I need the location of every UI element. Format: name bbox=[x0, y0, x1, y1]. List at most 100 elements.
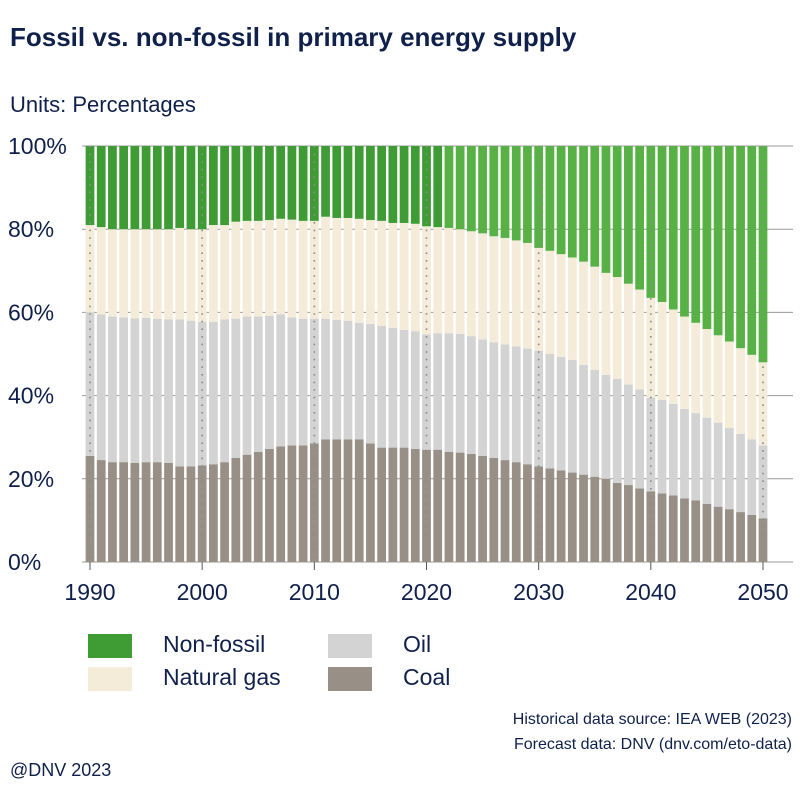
bar-segment-non-fossil-2001 bbox=[209, 146, 218, 226]
bar-segment-coal-1990 bbox=[85, 455, 95, 562]
bar-segment-natural-gas-2044 bbox=[691, 322, 701, 414]
bar-segment-non-fossil-2041 bbox=[657, 146, 667, 302]
bar-segment-coal-2049 bbox=[747, 514, 757, 562]
bar-segment-coal-2024 bbox=[466, 453, 476, 562]
units-prefix: Units: bbox=[10, 92, 67, 117]
bar-segment-oil-2019 bbox=[410, 331, 420, 449]
bar-segment-non-fossil-2034 bbox=[579, 146, 588, 262]
bar-segment-natural-gas-2025 bbox=[478, 233, 487, 340]
bar-segment-natural-gas-2042 bbox=[668, 309, 678, 404]
bar-segment-oil-2047 bbox=[724, 428, 734, 510]
legend-label-coal: Coal bbox=[403, 664, 451, 690]
bar-segment-coal-2034 bbox=[579, 474, 588, 562]
bar-segment-oil-2023 bbox=[455, 334, 465, 453]
bar-segment-natural-gas-2037 bbox=[612, 277, 622, 379]
bar-segment-oil-2007 bbox=[276, 314, 286, 447]
bar-segment-non-fossil-2044 bbox=[691, 146, 701, 323]
bar-segment-oil-2003 bbox=[231, 318, 241, 458]
bar-segment-non-fossil-2032 bbox=[556, 146, 566, 255]
bar-segment-oil-2048 bbox=[736, 433, 745, 513]
x-tick-label: 2050 bbox=[737, 579, 788, 605]
bar-segment-non-fossil-2003 bbox=[231, 146, 241, 222]
bar-segment-natural-gas-2021 bbox=[433, 227, 443, 334]
bar-segment-non-fossil-2039 bbox=[635, 146, 644, 290]
bar-segment-coal-2007 bbox=[276, 446, 286, 562]
legend-swatch-non-fossil bbox=[88, 634, 132, 658]
legend-swatch-coal bbox=[328, 667, 372, 691]
bar-segment-oil-2024 bbox=[466, 336, 476, 454]
y-tick-label: 60% bbox=[8, 299, 54, 325]
bar-segment-oil-2006 bbox=[265, 315, 274, 449]
bar-segment-coal-2042 bbox=[668, 495, 678, 562]
y-tick-label: 100% bbox=[8, 133, 67, 159]
bar-segment-natural-gas-2016 bbox=[377, 220, 387, 326]
bar-segment-coal-2002 bbox=[220, 462, 229, 562]
bar-segment-non-fossil-1993 bbox=[119, 146, 129, 230]
bar-segment-natural-gas-1991 bbox=[96, 227, 106, 315]
bar-segment-non-fossil-2016 bbox=[377, 146, 387, 221]
bar-segment-coal-2010 bbox=[309, 443, 319, 562]
bar-segment-non-fossil-1998 bbox=[175, 146, 185, 228]
bar-segment-non-fossil-2028 bbox=[511, 146, 521, 241]
bar-segment-coal-2029 bbox=[523, 464, 532, 562]
bar-segment-coal-2030 bbox=[534, 466, 544, 562]
bar-segment-oil-2044 bbox=[691, 413, 701, 501]
bar-segment-oil-2012 bbox=[332, 319, 342, 440]
legend-swatch-oil bbox=[328, 634, 372, 658]
bar-segment-coal-2016 bbox=[377, 447, 387, 562]
bar-segment-natural-gas-2005 bbox=[253, 220, 263, 317]
bar-segment-non-fossil-2018 bbox=[399, 146, 409, 223]
copyright-notice: @DNV 2023 bbox=[10, 760, 112, 780]
bar-segment-oil-2022 bbox=[444, 333, 454, 452]
bar-segment-coal-2001 bbox=[209, 464, 218, 562]
bar-segment-natural-gas-1994 bbox=[130, 229, 140, 319]
bar-segment-oil-2025 bbox=[478, 339, 487, 456]
bar-segment-natural-gas-2007 bbox=[276, 218, 286, 315]
bar-segment-non-fossil-2012 bbox=[332, 146, 342, 218]
stacked-bar-chart: 0% 20% 40% 60% 80% 100% 1990 2000 2010 2020 2030 20… bbox=[8, 133, 793, 605]
bar-segment-coal-1991 bbox=[96, 460, 106, 562]
bar-segment-oil-1992 bbox=[108, 316, 117, 463]
bar-segment-oil-2030 bbox=[534, 350, 544, 467]
bar-segment-natural-gas-1993 bbox=[119, 229, 129, 318]
bar-segment-oil-1996 bbox=[152, 318, 162, 463]
legend-label-non-fossil: Non-fossil bbox=[163, 631, 266, 657]
bar-segment-coal-1995 bbox=[141, 462, 151, 562]
bar-segment-non-fossil-2022 bbox=[444, 146, 454, 228]
bar-segment-non-fossil-2019 bbox=[410, 146, 420, 224]
bar-segment-oil-2028 bbox=[511, 346, 521, 463]
bar-segment-non-fossil-2050 bbox=[758, 146, 768, 363]
bar-segment-natural-gas-1996 bbox=[152, 229, 162, 319]
bar-segment-coal-2023 bbox=[455, 452, 465, 562]
bar-segment-non-fossil-2009 bbox=[298, 146, 308, 221]
bar-segment-non-fossil-2010 bbox=[309, 146, 319, 221]
bar-segment-non-fossil-2005 bbox=[253, 146, 263, 221]
bar-segment-oil-2029 bbox=[523, 348, 532, 465]
bar-segment-natural-gas-1995 bbox=[141, 229, 151, 318]
bar-segment-coal-2027 bbox=[500, 460, 510, 562]
bar-segment-natural-gas-2039 bbox=[635, 289, 644, 390]
bar-segment-natural-gas-2033 bbox=[567, 257, 577, 360]
bar-segment-natural-gas-2008 bbox=[287, 219, 297, 318]
bar-segment-coal-2044 bbox=[691, 500, 701, 562]
bar-segment-coal-2031 bbox=[545, 468, 555, 562]
bar-segment-non-fossil-1997 bbox=[164, 146, 173, 230]
bar-segment-oil-2011 bbox=[321, 318, 330, 440]
bar-segment-natural-gas-2038 bbox=[624, 283, 633, 385]
bar-segment-natural-gas-2013 bbox=[343, 217, 353, 321]
bar-segment-coal-1996 bbox=[152, 462, 162, 562]
bar-segment-coal-2012 bbox=[332, 439, 342, 562]
bar-segment-non-fossil-2026 bbox=[489, 146, 499, 237]
bar-segment-oil-1994 bbox=[130, 318, 140, 463]
bar-segment-natural-gas-2026 bbox=[489, 236, 499, 343]
y-tick-label: 20% bbox=[8, 466, 54, 492]
bar-segment-natural-gas-2047 bbox=[724, 341, 734, 429]
bar-segment-non-fossil-2043 bbox=[680, 146, 689, 317]
bar-segment-coal-2043 bbox=[680, 498, 689, 562]
bar-segment-non-fossil-1992 bbox=[108, 146, 117, 230]
bar-segment-coal-2021 bbox=[433, 449, 443, 562]
bar-segment-coal-2003 bbox=[231, 458, 241, 562]
bar-segment-non-fossil-2013 bbox=[343, 146, 353, 218]
bar-segment-natural-gas-1998 bbox=[175, 227, 185, 320]
bar-segment-non-fossil-2014 bbox=[354, 146, 364, 219]
